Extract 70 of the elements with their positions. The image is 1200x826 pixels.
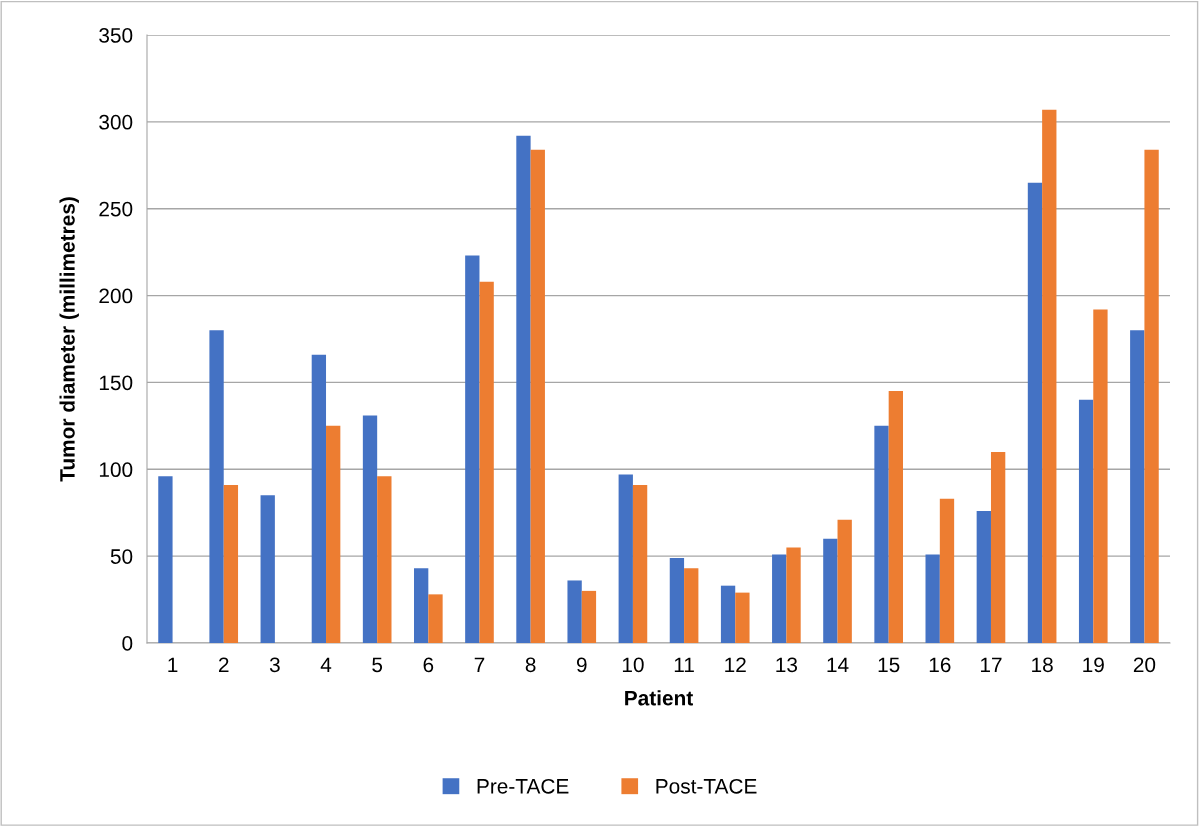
x-tick-label: 16 <box>929 657 951 673</box>
bar <box>158 476 173 643</box>
x-tick-label: 10 <box>622 657 644 673</box>
bar <box>976 510 991 643</box>
bar <box>311 354 327 643</box>
bar <box>1027 182 1043 643</box>
bar <box>888 391 903 643</box>
y-tick-label: 50 <box>110 549 133 564</box>
bar <box>530 149 545 643</box>
bar <box>618 474 633 643</box>
bar <box>720 585 736 643</box>
x-tick-label: 12 <box>725 657 746 672</box>
bar <box>414 568 429 643</box>
x-tick-label: 3 <box>269 657 280 673</box>
bar <box>362 415 378 643</box>
x-tick-label: 19 <box>1083 657 1104 673</box>
x-tick-label: 18 <box>1032 657 1053 673</box>
bar <box>735 592 750 643</box>
bar <box>1078 399 1094 643</box>
bar <box>939 498 955 643</box>
bar <box>632 484 648 643</box>
bar <box>990 451 1006 643</box>
y-tick-label: 150 <box>99 375 133 391</box>
x-tick-label: 6 <box>423 657 434 673</box>
x-tick-label: 9 <box>576 657 587 673</box>
x-tick-label: 17 <box>980 657 1002 672</box>
x-tick-label: 15 <box>878 657 900 673</box>
legend-label: Post-TACE <box>656 778 757 794</box>
bar <box>567 580 582 643</box>
bar <box>1144 149 1159 643</box>
x-tick-label: 20 <box>1133 657 1156 673</box>
x-tick-label: 14 <box>827 657 849 672</box>
y-tick-label: 350 <box>99 28 133 43</box>
x-tick-label: 11 <box>674 657 694 672</box>
bar <box>516 135 531 643</box>
legend-label: Pre-TACE <box>477 778 569 794</box>
bar <box>581 590 597 643</box>
bar <box>209 330 224 643</box>
x-tick-label: 1 <box>168 657 178 672</box>
x-axis-title: Patient <box>625 690 693 706</box>
bar <box>772 554 787 643</box>
x-tick-label: 8 <box>525 657 536 673</box>
bar <box>837 519 852 643</box>
bar <box>326 425 341 643</box>
y-axis-title: Tumor diameter (millimetres) <box>59 197 79 482</box>
bar <box>1130 330 1145 643</box>
bar <box>823 538 838 643</box>
bar <box>377 476 392 643</box>
bar <box>786 547 801 643</box>
y-tick-label: 250 <box>99 201 133 217</box>
bar <box>874 425 889 643</box>
bar <box>465 255 480 643</box>
bar <box>684 568 699 643</box>
y-tick-label: 200 <box>99 288 133 304</box>
y-tick-label: 100 <box>99 462 133 478</box>
x-tick-label: 7 <box>474 657 485 672</box>
y-tick-label: 300 <box>99 114 133 130</box>
x-tick-label: 4 <box>320 657 332 672</box>
x-tick-label: 13 <box>776 657 798 673</box>
bar <box>669 557 685 643</box>
x-tick-label: 5 <box>372 657 383 673</box>
x-tick-label: 2 <box>218 657 229 672</box>
bar <box>223 484 239 643</box>
bar <box>428 594 443 643</box>
bar <box>260 495 275 643</box>
bar <box>479 281 494 643</box>
bar <box>925 554 940 643</box>
bar <box>1042 109 1057 643</box>
bar <box>1093 309 1108 643</box>
y-tick-label: 0 <box>122 636 133 651</box>
